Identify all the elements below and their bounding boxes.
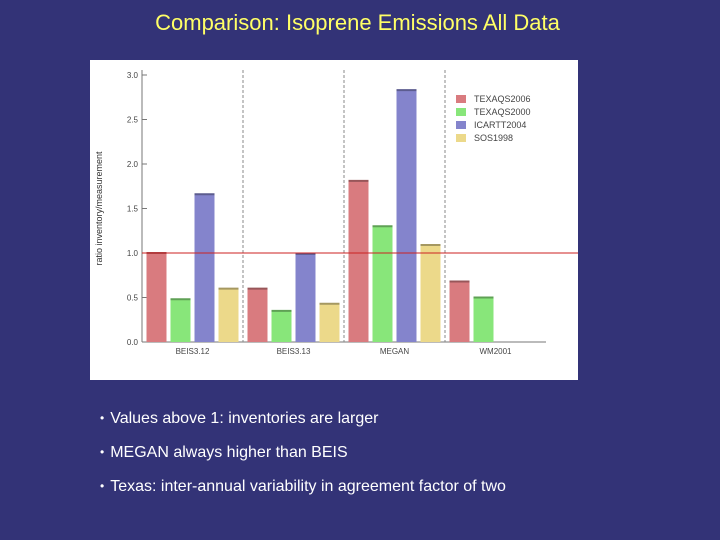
- x-tick-label: MEGAN: [380, 347, 410, 356]
- legend-swatch: [456, 95, 466, 103]
- x-tick-label: BEIS3.12: [176, 347, 210, 356]
- y-tick-label: 1.0: [127, 249, 139, 258]
- bullet-item: • MEGAN always higher than BEIS: [100, 444, 506, 462]
- legend-swatch: [456, 108, 466, 116]
- chart-panel: 0.0 0.5 1.0 1.5 2.0 2.5 3.0 ratio inventory/mea…: [90, 60, 578, 380]
- bullet-dot-icon: •: [100, 445, 105, 459]
- bars: [146, 89, 494, 342]
- category-dividers: [242, 70, 446, 342]
- y-axis-title: ratio inventory/measurement: [94, 151, 104, 266]
- y-tick-label: 0.5: [127, 294, 139, 303]
- bar: [146, 253, 167, 342]
- y-tick-label: 2.5: [127, 116, 139, 125]
- y-tick-label: 0.0: [127, 338, 139, 347]
- bar: [473, 297, 494, 342]
- legend-label: TEXAQS2006: [474, 94, 531, 104]
- x-tick-label: BEIS3.13: [277, 347, 311, 356]
- bullet-text: MEGAN always higher than BEIS: [110, 444, 348, 461]
- legend-label: ICARTT2004: [474, 120, 526, 130]
- y-tick-label: 2.0: [127, 160, 139, 169]
- bullet-item: • Values above 1: inventories are larger: [100, 410, 506, 428]
- bullet-dot-icon: •: [100, 479, 105, 493]
- x-axis-labels: BEIS3.12 BEIS3.13 MEGAN WM2001: [176, 347, 512, 356]
- bullet-text: Values above 1: inventories are larger: [110, 410, 379, 427]
- legend: TEXAQS2006 TEXAQS2000 ICARTT2004 SOS1998: [456, 94, 531, 143]
- legend-swatch: [456, 134, 466, 142]
- bar: [271, 310, 292, 342]
- bar: [194, 194, 215, 342]
- bar: [420, 244, 441, 342]
- bullet-item: • Texas: inter-annual variability in agre…: [100, 478, 506, 496]
- legend-label: SOS1998: [474, 133, 513, 143]
- legend-label: TEXAQS2000: [474, 107, 531, 117]
- y-tick-label: 1.5: [127, 205, 139, 214]
- bar: [348, 180, 369, 342]
- bar: [396, 90, 417, 342]
- bullet-list: • Values above 1: inventories are larger …: [100, 410, 506, 512]
- bullet-dot-icon: •: [100, 411, 105, 425]
- x-tick-label: WM2001: [479, 347, 512, 356]
- bar: [449, 281, 470, 342]
- y-tick-label: 3.0: [127, 71, 139, 80]
- bar: [319, 303, 340, 342]
- slide-title: Comparison: Isoprene Emissions All Data: [155, 10, 560, 35]
- bar: [372, 226, 393, 342]
- bar-chart: 0.0 0.5 1.0 1.5 2.0 2.5 3.0 ratio inventory/mea…: [94, 70, 578, 356]
- bullet-text: Texas: inter-annual variability in agree…: [110, 478, 506, 495]
- bar: [295, 253, 316, 342]
- legend-swatch: [456, 121, 466, 129]
- bar: [170, 299, 191, 342]
- bar: [218, 288, 239, 342]
- bar: [247, 288, 268, 342]
